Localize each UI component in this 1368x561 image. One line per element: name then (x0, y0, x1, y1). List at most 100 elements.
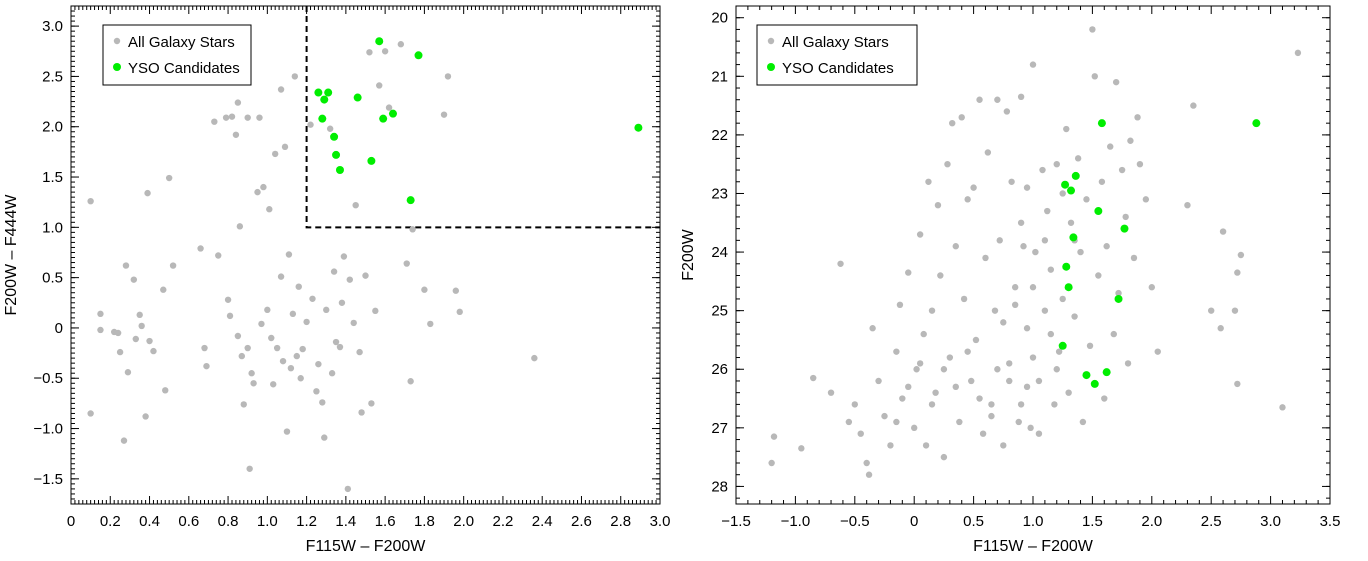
yso-point (375, 37, 384, 46)
star-point (837, 260, 844, 267)
star-point (321, 434, 328, 441)
yso-point (1097, 119, 1106, 128)
star-point (236, 223, 244, 230)
star-point (1110, 330, 1117, 338)
x-tick-label: 0.4 (139, 513, 160, 530)
star-point (338, 299, 346, 306)
star-point (289, 310, 297, 318)
star-point (1029, 61, 1037, 68)
star-point (1023, 184, 1031, 191)
legend-yso-marker (113, 63, 121, 71)
star-point (869, 325, 876, 332)
star-point (307, 121, 314, 128)
star-point (928, 307, 936, 314)
star-point (144, 189, 151, 197)
star-point (1234, 380, 1241, 388)
yso-candidates-series (314, 37, 643, 205)
star-point (996, 237, 1003, 244)
all-galaxy-stars-series (87, 41, 538, 493)
x-tick-label: 3.0 (1260, 513, 1281, 530)
yso-point (388, 109, 397, 118)
star-point (1237, 251, 1245, 259)
star-point (1294, 49, 1302, 57)
star-point (1000, 319, 1007, 326)
yso-point (318, 114, 327, 123)
star-point (421, 286, 428, 293)
x-tick-label: 2.4 (532, 513, 553, 530)
star-point (928, 401, 936, 408)
star-point (1059, 190, 1066, 197)
star-point (1136, 160, 1144, 168)
star-point (1035, 430, 1043, 437)
star-point (1011, 301, 1019, 308)
star-point (968, 377, 975, 385)
yso-point (1252, 119, 1261, 128)
legend-entry-label: All Galaxy Stars (128, 34, 235, 51)
star-point (366, 49, 373, 56)
star-point (258, 320, 265, 328)
star-point (1006, 360, 1013, 367)
x-tick-label: 0 (910, 513, 918, 530)
star-point (332, 338, 340, 346)
yso-point (379, 114, 388, 123)
star-point (240, 401, 247, 408)
yso-point (314, 88, 323, 97)
y-axis-label: F200W – F444W (3, 194, 20, 316)
star-point (979, 430, 987, 437)
star-point (1065, 389, 1072, 396)
star-point (222, 114, 230, 121)
star-point (277, 273, 285, 280)
yso-point (332, 150, 341, 159)
star-point (956, 418, 963, 426)
yso-point (1061, 180, 1070, 189)
star-point (863, 459, 870, 467)
x-tick-label: −1.0 (781, 513, 811, 530)
star-point (287, 364, 295, 372)
y-tick-label: 28 (711, 478, 728, 495)
star-point (984, 149, 992, 156)
star-point (1279, 404, 1286, 411)
star-point (960, 295, 968, 303)
star-point (887, 442, 894, 449)
star-point (916, 231, 924, 238)
star-point (362, 272, 369, 279)
star-point (1059, 295, 1066, 303)
star-point (165, 174, 173, 182)
star-point (1035, 377, 1043, 385)
star-point (1029, 354, 1037, 361)
star-point (1190, 102, 1197, 109)
y-tick-label: −1.5 (33, 471, 63, 488)
star-point (1015, 418, 1022, 426)
star-point (372, 307, 379, 315)
y-tick-label: −0.5 (33, 370, 63, 387)
yso-point (1120, 224, 1129, 233)
x-tick-label: 2.6 (571, 513, 592, 530)
star-point (1032, 248, 1039, 256)
x-tick-label: 3.5 (1320, 513, 1341, 530)
star-point (226, 312, 234, 320)
y-tick-label: 24 (711, 244, 728, 261)
star-point (899, 395, 906, 402)
star-point (949, 119, 956, 127)
star-point (1219, 228, 1227, 235)
star-point (1103, 243, 1110, 250)
star-point (952, 383, 959, 391)
yso-point (406, 196, 415, 205)
star-point (964, 196, 971, 203)
star-point (169, 262, 177, 269)
star-point (273, 344, 281, 352)
x-axis-label: F115W – F200W (973, 538, 1094, 555)
star-point (1017, 219, 1025, 226)
star-point (770, 433, 778, 440)
star-point (97, 310, 104, 318)
star-point (136, 311, 143, 319)
star-point (254, 188, 261, 196)
star-point (228, 113, 236, 120)
star-point (407, 378, 414, 385)
star-point (768, 459, 775, 467)
legend-stars-marker (767, 37, 775, 45)
y-tick-label: 26 (711, 361, 728, 378)
star-point (456, 308, 463, 316)
star-point (1027, 424, 1034, 432)
